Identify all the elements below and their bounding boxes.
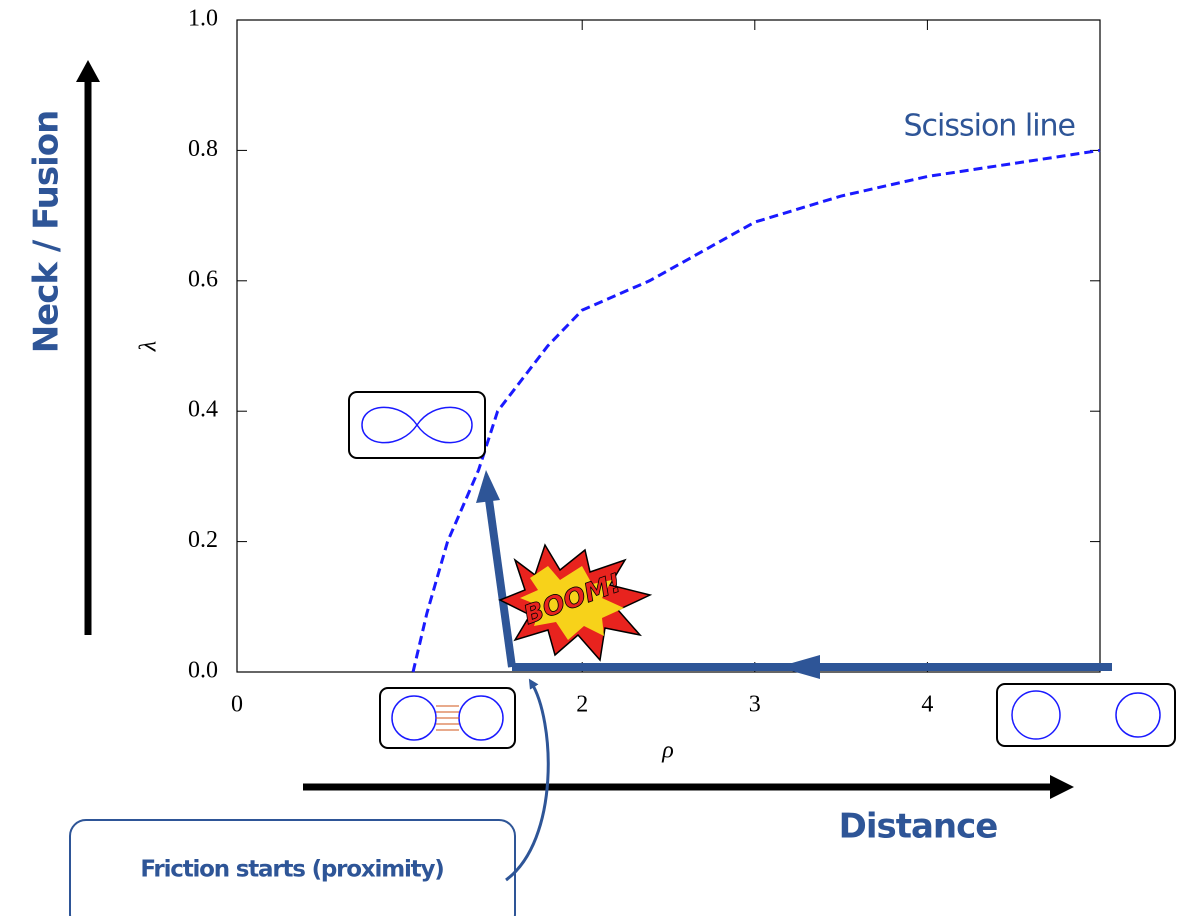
x-tick-label: 0: [231, 692, 243, 718]
x-tick-label: 2: [576, 692, 588, 718]
axes: 0.0 0.2 0.4 0.6 0.8 1.0 0 2 3 4 Scission line: [188, 6, 1101, 718]
series-line: [411, 148, 1101, 673]
boom-burst: BOOM!: [498, 543, 653, 662]
arrow-head: [778, 655, 820, 679]
y-tick-label: 0.4: [188, 397, 218, 423]
y-tick-label: 0.6: [188, 266, 218, 292]
y-axis-label: λ: [136, 341, 162, 352]
friction-label: Friction starts (proximity): [140, 857, 443, 883]
y-tick-label: 0.8: [188, 136, 218, 162]
arrow-head: [76, 60, 100, 82]
trajectory: [485, 499, 516, 668]
x-axis-label: ρ: [661, 738, 674, 764]
series-label: Scission line: [903, 109, 1075, 144]
neck-shape-icon: [348, 391, 486, 459]
y-tick-label: 1.0: [188, 6, 218, 32]
neck-fusion-label: Neck / Fusion: [27, 111, 67, 354]
y-tick-label: 0.0: [188, 658, 218, 684]
arrow-head: [476, 470, 500, 503]
friction-box: [69, 819, 516, 916]
plot-frame: [236, 19, 1101, 673]
callout-arrow: [505, 678, 550, 882]
distance-label: Distance: [839, 807, 998, 847]
touching-shape-icon: [379, 687, 516, 749]
arrow-head: [1050, 775, 1074, 799]
y-tick-label: 0.2: [188, 527, 218, 553]
separated-shape-icon: [996, 683, 1176, 747]
x-tick-label: 4: [921, 692, 933, 718]
x-tick-label: 3: [749, 692, 761, 718]
